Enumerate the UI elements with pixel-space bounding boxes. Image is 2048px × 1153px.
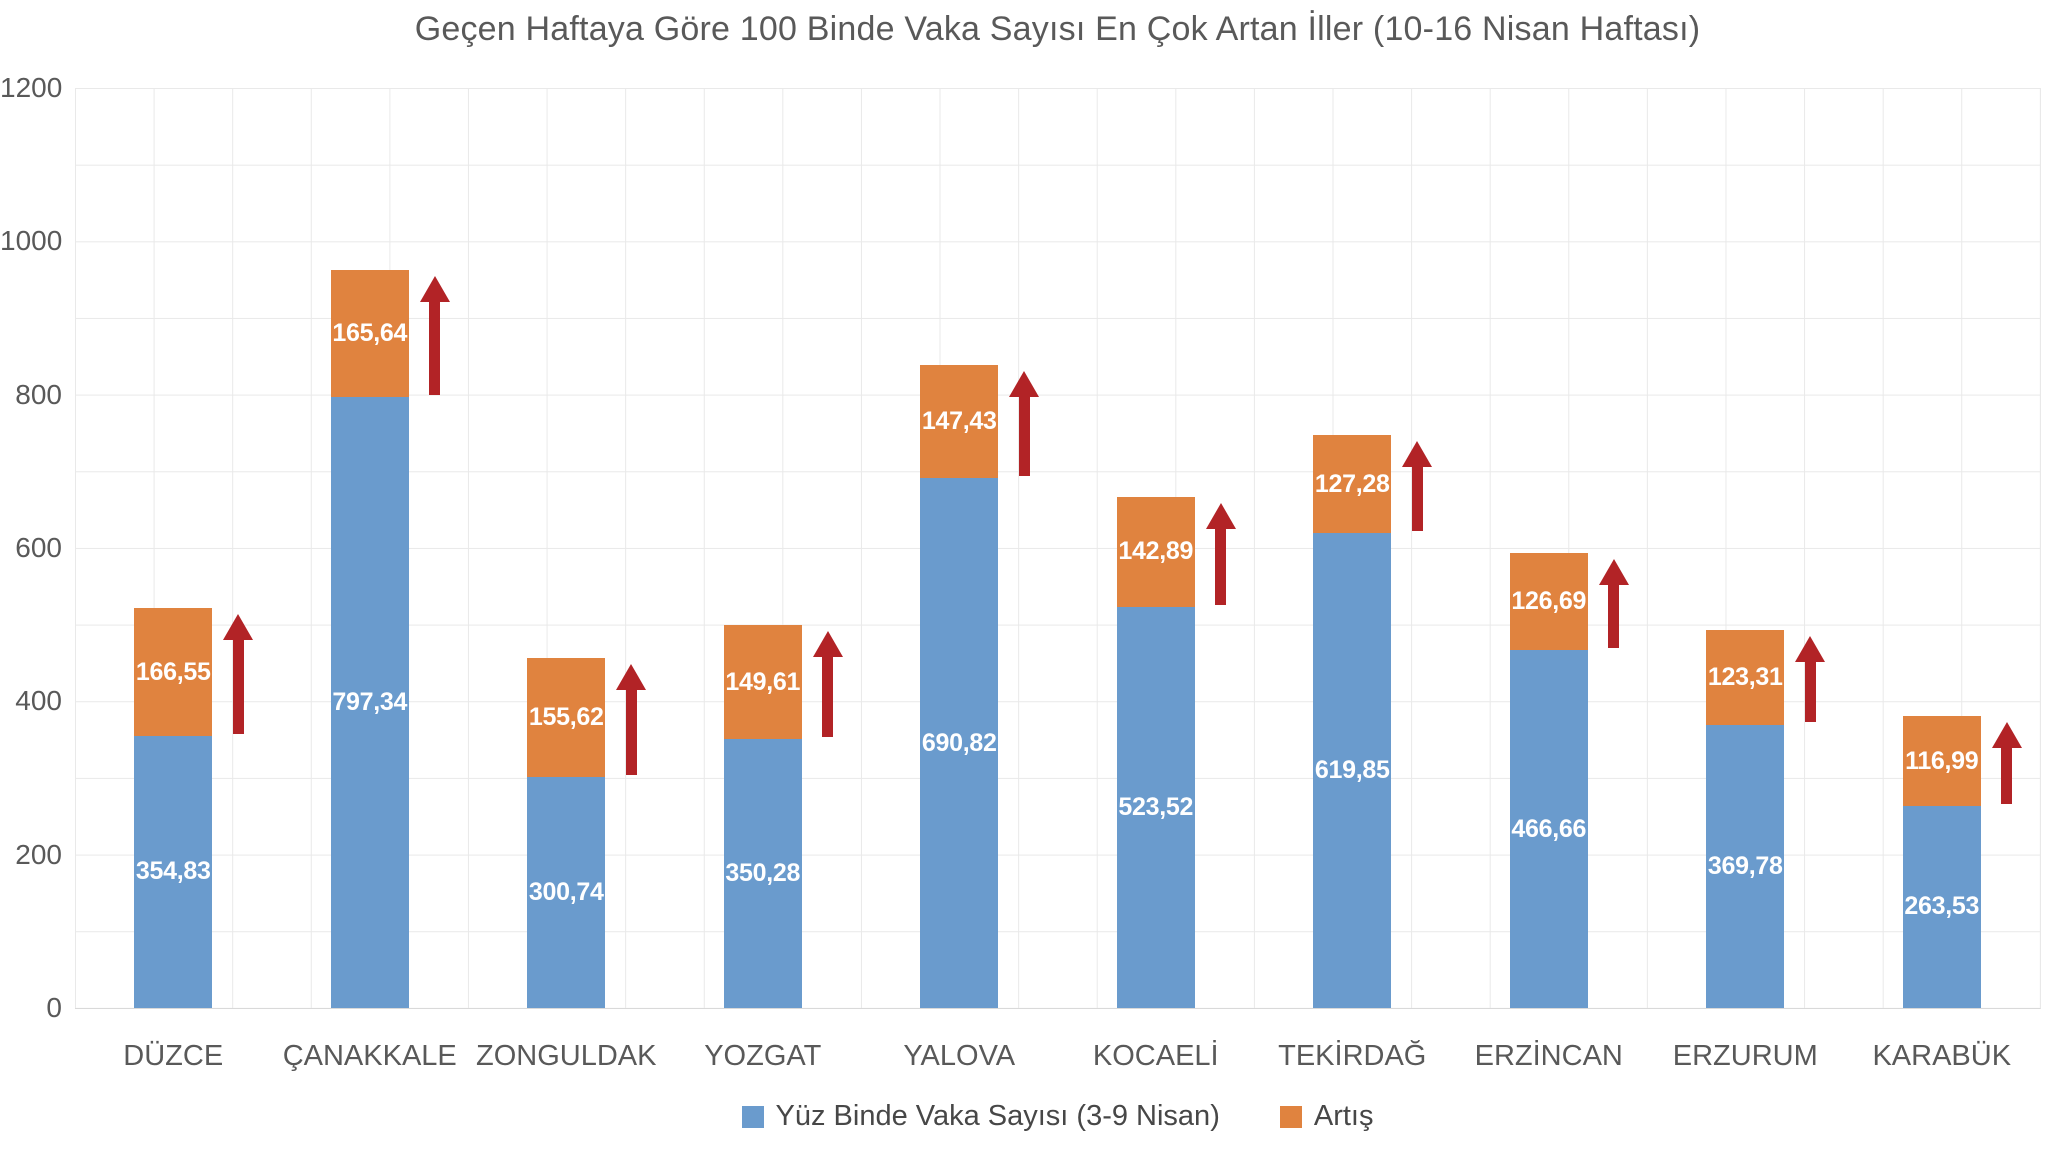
y-axis-tick-label: 0 <box>46 992 62 1023</box>
increase-arrow-icon <box>1991 722 2023 804</box>
y-axis-tick-label: 400 <box>15 685 62 717</box>
increase-segment: 165,64 <box>330 269 409 397</box>
increase-segment: 155,62 <box>527 658 606 778</box>
base-segment: 619,85 <box>1313 532 1392 1008</box>
bar-stack-karabük: 263,53 116,99 <box>1902 716 1981 1008</box>
x-axis-category-label: ERZURUM <box>1672 1040 1818 1072</box>
base-segment-value-label: 369,78 <box>1707 851 1783 880</box>
base-segment: 690,82 <box>920 478 999 1008</box>
increase-segment: 149,61 <box>723 624 802 740</box>
y-axis-tick-label: 600 <box>15 532 62 563</box>
bar-stack-yalova: 690,82 147,43 <box>920 365 999 1008</box>
increase-segment-value-label: 147,43 <box>921 407 997 436</box>
bar-stack-yozgat: 350,28 149,61 <box>723 624 802 1008</box>
base-segment-value-label: 354,83 <box>135 857 211 886</box>
y-axis-tick-label: 1200 <box>0 72 63 103</box>
legend-swatch-icon <box>741 1105 764 1128</box>
increase-arrow-icon <box>419 275 451 395</box>
base-segment: 354,83 <box>134 735 213 1008</box>
bar-stack-düzce: 354,83 166,55 <box>134 608 213 1008</box>
bar-stack-zonguldak: 300,74 155,62 <box>527 658 606 1008</box>
increase-segment: 127,28 <box>1313 435 1392 533</box>
bar-stack-erzurum: 369,78 123,31 <box>1706 629 1785 1008</box>
base-segment: 797,34 <box>330 396 409 1008</box>
increase-segment-value-label: 127,28 <box>1314 469 1390 498</box>
increase-segment: 166,55 <box>134 608 213 736</box>
increase-segment: 123,31 <box>1706 629 1785 725</box>
increase-segment-value-label: 166,55 <box>135 657 211 686</box>
increase-arrow-icon <box>1205 503 1237 605</box>
x-axis-category-label: DÜZCE <box>123 1040 224 1072</box>
increase-segment-value-label: 116,99 <box>1905 746 1979 775</box>
x-axis-category-label: KOCAELİ <box>1092 1040 1219 1072</box>
increase-arrow-icon <box>222 614 254 734</box>
legend-label: Artış <box>1313 1100 1374 1132</box>
base-segment-value-label: 690,82 <box>921 728 997 757</box>
increase-arrow-icon <box>1794 635 1826 723</box>
increase-segment-value-label: 149,61 <box>725 667 801 696</box>
base-segment-value-label: 619,85 <box>1314 755 1390 784</box>
x-axis-category-label: YOZGAT <box>704 1040 822 1072</box>
base-segment: 523,52 <box>1116 606 1195 1008</box>
increase-arrow-icon <box>615 664 647 776</box>
x-axis-category-label: ÇANAKKALE <box>282 1040 457 1072</box>
base-segment: 263,53 <box>1902 805 1981 1008</box>
increase-segment-value-label: 165,64 <box>332 318 408 347</box>
y-axis-tick-label: 800 <box>15 378 62 410</box>
legend-swatch-icon <box>1279 1105 1302 1128</box>
increase-segment: 142,89 <box>1116 497 1195 607</box>
base-segment-value-label: 350,28 <box>725 859 801 888</box>
base-segment: 350,28 <box>723 739 802 1008</box>
bar-stack-teki̇rdağ: 619,85 127,28 <box>1313 435 1392 1008</box>
bar-stack-kocaeli̇: 523,52 142,89 <box>1116 497 1195 1008</box>
chart-title: Geçen Haftaya Göre 100 Binde Vaka Sayısı… <box>414 10 1701 48</box>
increase-segment: 147,43 <box>920 365 999 479</box>
increase-segment: 126,69 <box>1509 553 1588 651</box>
legend-label: Yüz Binde Vaka Sayısı (3-9 Nisan) <box>775 1100 1220 1132</box>
x-axis-category-label: KARABÜK <box>1872 1040 2012 1072</box>
y-axis-tick-label: 1000 <box>0 225 63 257</box>
legend-item: Artış <box>1279 1100 1374 1133</box>
plot-area: 354,83 166,55 797,34 165,64 300,74 155,62 350,… <box>75 88 2041 1009</box>
increase-segment: 116,99 <box>1902 716 1981 806</box>
x-axis-category-label: ERZİNCAN <box>1474 1040 1623 1072</box>
increase-segment-value-label: 155,62 <box>528 703 604 732</box>
increase-segment-value-label: 142,89 <box>1118 537 1194 566</box>
x-axis-category-label: YALOVA <box>903 1040 1016 1072</box>
base-segment: 369,78 <box>1706 724 1785 1008</box>
base-segment-value-label: 300,74 <box>528 878 604 907</box>
base-segment-value-label: 797,34 <box>332 687 408 716</box>
increase-arrow-icon <box>1598 559 1630 649</box>
bar-stack-çanakkale: 797,34 165,64 <box>330 269 409 1008</box>
base-segment-value-label: 466,66 <box>1511 814 1587 843</box>
base-segment-value-label: 263,53 <box>1904 892 1980 921</box>
y-axis-tick-label: 200 <box>15 838 62 870</box>
base-segment: 466,66 <box>1509 650 1588 1008</box>
increase-arrow-icon <box>812 630 844 738</box>
legend: Yüz Binde Vaka Sayısı (3-9 Nisan) Artış <box>75 1100 2040 1133</box>
base-segment-value-label: 523,52 <box>1118 792 1194 821</box>
increase-arrow-icon <box>1401 441 1433 531</box>
legend-item: Yüz Binde Vaka Sayısı (3-9 Nisan) <box>741 1100 1220 1133</box>
base-segment: 300,74 <box>527 777 606 1008</box>
x-axis-category-label: ZONGULDAK <box>476 1040 657 1072</box>
increase-arrow-icon <box>1008 371 1040 477</box>
bar-stack-erzi̇ncan: 466,66 126,69 <box>1509 553 1588 1008</box>
increase-segment-value-label: 123,31 <box>1707 662 1783 691</box>
x-axis-category-label: TEKİRDAĞ <box>1278 1040 1427 1072</box>
increase-segment-value-label: 126,69 <box>1511 587 1587 616</box>
